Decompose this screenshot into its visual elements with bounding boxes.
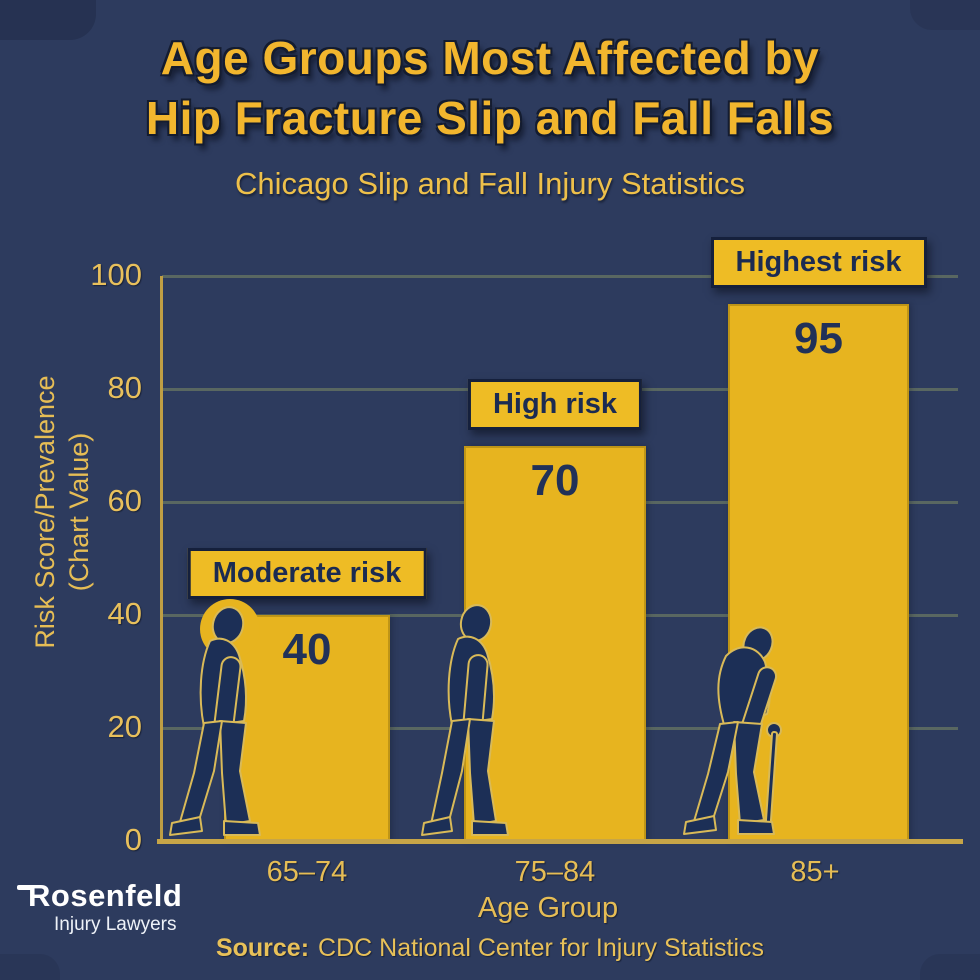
risk-label-highest: Highest risk [710,237,927,289]
y-axis-line [160,276,163,842]
y-tick-label-100: 100 [90,257,142,292]
y-tick-label-40: 40 [107,596,142,631]
elderly-walking-figure-1-icon [169,599,261,836]
bar-group-65-74: Moderate risk 40 [187,548,427,841]
elderly-walking-figure-2-icon [421,604,509,836]
title-line-1: Age Groups Most Affected by [160,32,820,84]
logo-subtext: Injury Lawyers [54,914,177,935]
source-line: Source: CDC National Center for Injury St… [0,934,980,963]
bar-group-75-84: High risk 70 [464,378,646,841]
corner-vignette [0,954,60,980]
x-tick-65-74: 65–74 [266,856,348,888]
bar-75-84: 70 [464,445,646,841]
bar-value-75-84: 70 [530,455,580,505]
corner-vignette [910,0,980,30]
source-prefix: Source: [215,934,310,962]
y-tick-label-80: 80 [107,370,142,405]
risk-label-moderate: Moderate risk [187,548,427,599]
y-tick-label-0: 0 [124,822,142,857]
x-tick-75-84: 75–84 [514,856,596,888]
logo-r-mark: R [17,878,51,913]
rosenfeld-logo: Rosenfeld Injury Lawyers [17,878,183,935]
page-subtitle: Chicago Slip and Fall Injury Statistics [234,166,745,201]
page-title: Age Groups Most Affected by Hip Fracture… [0,28,980,148]
title-line-2: Hip Fracture Slip and Fall Falls [145,92,835,144]
corner-vignette [920,954,980,980]
x-tick-85plus: 85+ [790,856,840,888]
risk-label-high: High risk [467,378,643,430]
corner-vignette [0,0,96,40]
elderly-cane-figure-icon [683,626,782,835]
y-tick-label-60: 60 [107,483,142,518]
bar-group-85plus: Highest risk 95 [710,237,927,841]
bar-value-85plus: 95 [794,314,843,364]
x-axis-title: Age Group [477,892,619,924]
logo-name: Rosenfeld [17,878,183,913]
logo-name-rest: osenfeld [50,878,183,913]
bar-value-65-74: 40 [282,625,332,674]
gridline-100 [162,275,958,278]
source-text: CDC National Center for Injury Statistic… [318,934,765,962]
y-tick-label-20: 20 [107,709,142,744]
x-axis-line [157,839,963,844]
bar-65-74: 40 [224,615,390,841]
